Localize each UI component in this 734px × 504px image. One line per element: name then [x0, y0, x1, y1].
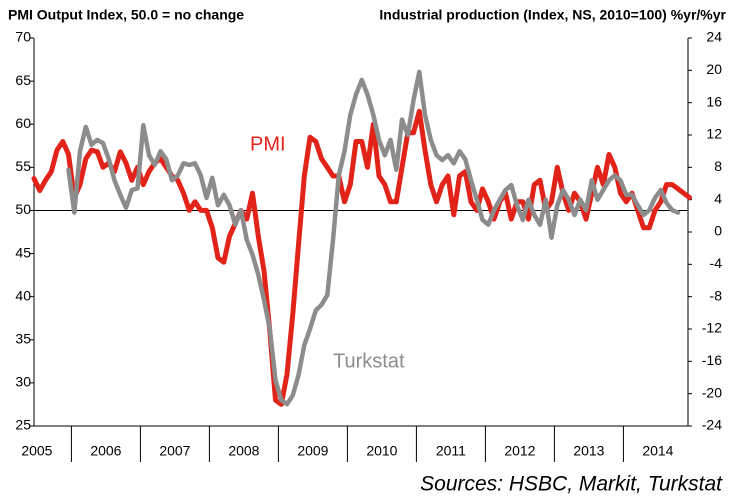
x-tick-label: 2010 [366, 443, 397, 459]
y-tick-label: 25 [15, 417, 31, 433]
y2-tick-label: 16 [706, 93, 722, 109]
x-tick-label: 2011 [436, 443, 466, 459]
y-tick-label: 45 [15, 244, 31, 260]
y-tick-label: 40 [15, 287, 31, 303]
x-tick-label: 2012 [504, 443, 535, 459]
y2-tick-label: -20 [702, 384, 722, 400]
series-label: PMI [250, 133, 286, 155]
y2-tick-label: -4 [710, 255, 723, 271]
y2-tick-label: -24 [702, 417, 722, 433]
series-line [66, 69, 681, 407]
y2-axis-title: Industrial production (Index, NS, 2010=1… [379, 7, 726, 23]
y2-tick-label: 12 [706, 126, 722, 142]
y2-tick-label: 20 [706, 61, 722, 77]
x-tick-label: 2009 [297, 443, 328, 459]
y2-tick-label: 0 [714, 223, 722, 239]
y-tick-label: 35 [15, 330, 31, 346]
y2-tick-label: 8 [714, 158, 722, 174]
chart-title: PMI Output Index, 50.0 = no change [8, 7, 244, 23]
y2-tick-label: 4 [714, 190, 722, 206]
y-tick-label: 60 [15, 115, 31, 131]
source: Sources: HSBC, Markit, Turkstat [420, 473, 723, 496]
x-tick-label: 2014 [642, 443, 673, 459]
series-label: Turkstat [333, 350, 405, 372]
x-tick-label: 2013 [573, 443, 604, 459]
x-tick-label: 2008 [228, 443, 259, 459]
y-tick-label: 50 [15, 201, 31, 217]
y2-tick-label: -12 [702, 320, 722, 336]
x-tick-label: 2006 [90, 443, 121, 459]
x-tick-label: 2007 [159, 443, 190, 459]
y-tick-label: 70 [15, 29, 31, 45]
y2-tick-label: 24 [706, 29, 722, 45]
y2-tick-label: -16 [702, 352, 722, 368]
y-tick-label: 65 [15, 72, 31, 88]
y2-tick-label: -8 [710, 287, 723, 303]
y-tick-label: 30 [15, 374, 31, 390]
x-tick-label: 2005 [21, 443, 52, 459]
y-tick-label: 55 [15, 158, 31, 174]
